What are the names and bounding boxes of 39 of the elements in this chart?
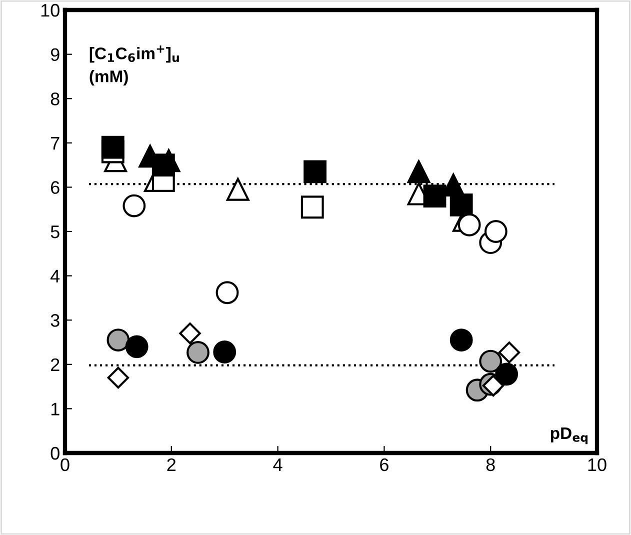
point xyxy=(101,136,124,159)
y-tick-label: 1 xyxy=(51,402,60,416)
text: [C$_{1}$C$_{6}$im$^{+}$]$_{u}$ (mM) xyxy=(90,45,179,86)
point xyxy=(179,322,201,344)
point xyxy=(122,194,146,218)
point xyxy=(213,340,236,364)
point xyxy=(216,281,239,304)
point xyxy=(450,328,473,352)
point xyxy=(304,160,326,184)
y-tick-label: 4 xyxy=(50,270,60,282)
y-tick-label: 10 xyxy=(41,4,60,17)
point xyxy=(458,213,481,236)
point xyxy=(495,362,518,386)
point xyxy=(226,178,250,201)
point xyxy=(125,335,148,358)
point xyxy=(300,196,324,219)
point xyxy=(484,220,508,243)
y-tick-label: 8 xyxy=(50,92,60,106)
point xyxy=(107,366,130,389)
x-tick-label: 0 xyxy=(60,458,70,472)
y-tick-label: 3 xyxy=(50,314,60,327)
point xyxy=(498,342,520,364)
x-axis-title: pD$_{eq}$ xyxy=(550,427,588,444)
y-tick-label: 9 xyxy=(50,48,60,62)
point xyxy=(479,350,502,373)
point xyxy=(186,340,210,364)
point xyxy=(423,184,446,208)
point xyxy=(407,160,430,184)
y-tick-label: 6 xyxy=(51,181,60,194)
point xyxy=(106,328,130,352)
y-tick-label: 0 xyxy=(50,446,60,460)
y-tick-label: 5 xyxy=(50,226,60,238)
y-tick-label: 2 xyxy=(51,358,60,371)
x-tick-label: 4 xyxy=(273,458,282,471)
y-tick-label: 7 xyxy=(51,137,60,150)
x-tick-label: 2 xyxy=(167,458,176,471)
x-tick-label: 6 xyxy=(380,458,388,472)
x-tick-label: 10 xyxy=(588,458,606,472)
x-tick-label: 8 xyxy=(486,458,495,472)
